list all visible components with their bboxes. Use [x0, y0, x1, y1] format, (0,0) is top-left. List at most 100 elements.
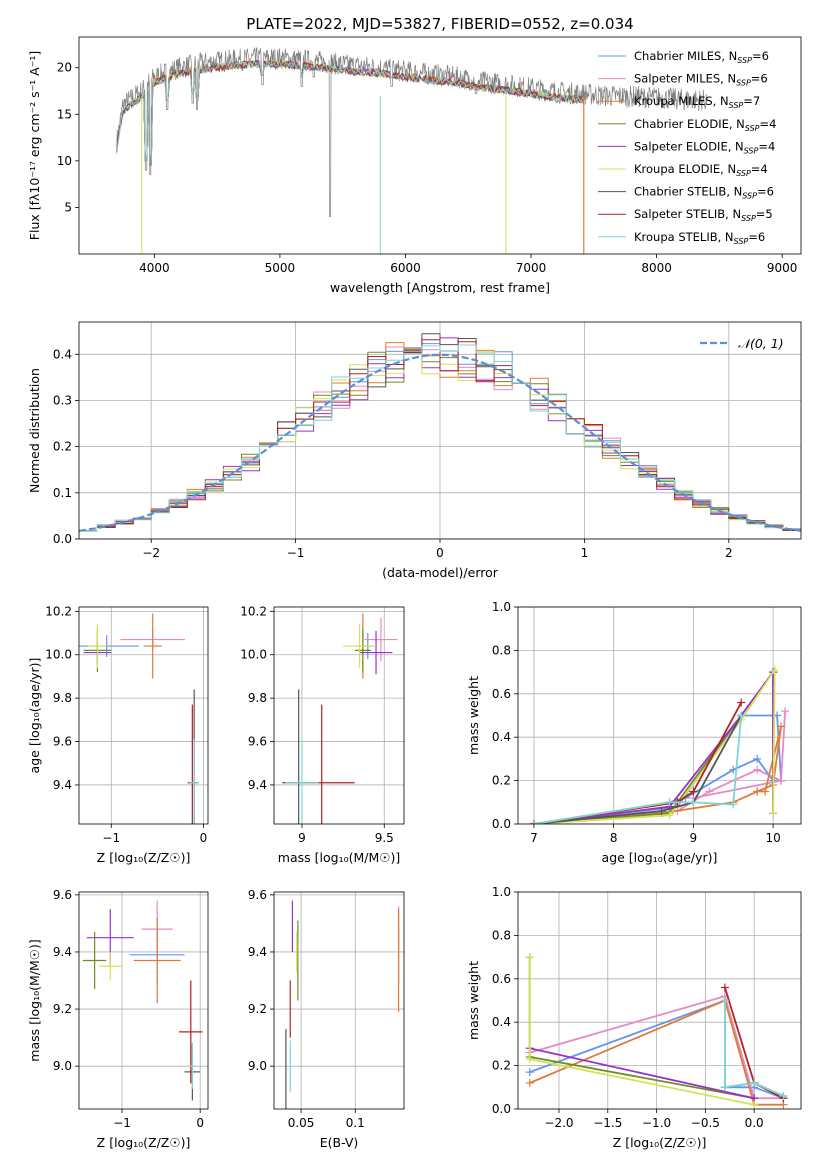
- legend-name: Kroupa STELIB, N: [634, 230, 734, 244]
- legend-label-normal: 𝒩(0, 1): [738, 336, 784, 351]
- legend-name: Salpeter MILES, N: [634, 72, 736, 86]
- y-tick-label: 0.4: [492, 1015, 511, 1029]
- axes-frame: [273, 891, 405, 1110]
- panel-age_vs_mass: 9 9.5 9.4 9.6 9.8 10.0 10.2 mass [log₁₀(M/M☉)]: [240, 604, 405, 865]
- legend-label-7: Salpeter STELIB, NSSP=5: [634, 207, 773, 223]
- y-tick-label: 1.0: [492, 885, 511, 899]
- x-tick-label: 6000: [390, 261, 421, 275]
- weight-marker: [769, 809, 778, 818]
- axes-frame: [78, 36, 802, 255]
- plot-area-age_vs_Z: [79, 607, 208, 824]
- x-tick-label: −1: [287, 546, 305, 560]
- x-tick-label: 0.1: [346, 1116, 365, 1130]
- x-tick-label: 0.0: [745, 1116, 764, 1130]
- legend-name: Chabrier ELODIE, N: [634, 117, 745, 131]
- weight-marker: [753, 787, 762, 796]
- y-tick-label: 0.0: [492, 1102, 511, 1116]
- legend-label-4: Salpeter ELODIE, NSSP=4: [634, 139, 775, 155]
- panels: 4000 5000 6000 7000 8000 90005101520wavelengt…: [27, 36, 802, 1150]
- y-tick-label: 0.0: [492, 817, 511, 831]
- x-axis-label: Z [log₁₀(Z/Z☉)]: [97, 1135, 191, 1150]
- x-tick-label: −1: [113, 1116, 131, 1130]
- x-tick-label: 0: [436, 546, 444, 560]
- x-tick-label: 0: [200, 831, 208, 845]
- weight-marker: [779, 1091, 788, 1100]
- weight-marker: [777, 722, 786, 731]
- y-tick-label: 5: [64, 200, 72, 214]
- axes-frame: [78, 321, 802, 540]
- legend-label-1: Salpeter MILES, NSSP=6: [634, 72, 768, 88]
- x-axis-label: Z [log₁₀(Z/Z☉)]: [97, 850, 191, 865]
- y-tick-label: 0.6: [492, 687, 511, 701]
- legend-count: =4: [760, 117, 777, 131]
- plot-area-mass_vs_EBV: [274, 892, 404, 1109]
- legend-sub: SSP: [737, 56, 752, 65]
- y-tick-label: 9.2: [248, 1002, 267, 1016]
- weight-series-8: [533, 715, 743, 824]
- x-tick-label: −1.0: [642, 1116, 671, 1130]
- y-tick-label: 0.2: [492, 1059, 511, 1073]
- weight-marker: [720, 1083, 729, 1092]
- legend-count: =6: [757, 185, 774, 199]
- weight-series-1: [529, 995, 784, 1100]
- plot-area-mass_vs_Z: [79, 892, 208, 1109]
- x-tick-label: 1: [581, 546, 589, 560]
- y-tick-label: 9.4: [53, 778, 72, 792]
- plot-area-spectrum: [116, 47, 708, 254]
- weight-marker: [729, 800, 738, 809]
- legend-count: =4: [751, 162, 768, 176]
- y-axis-label: Flux [fλ10⁻¹⁷ erg cm⁻² s⁻¹ A⁻¹]: [27, 51, 42, 240]
- x-tick-label: 9.5: [375, 831, 394, 845]
- y-tick-label: 9.4: [53, 945, 72, 959]
- y-axis-label: age [log₁₀(age/yr)]: [27, 658, 42, 774]
- legend-count: =7: [743, 94, 760, 108]
- y-tick-label: 0.2: [492, 774, 511, 788]
- x-tick-label: 7000: [516, 261, 547, 275]
- x-tick-label: 9: [298, 831, 306, 845]
- model-spectrum-3: [116, 59, 584, 166]
- x-tick-label: 2: [725, 546, 733, 560]
- legend-label-5: Kroupa ELODIE, NSSP=4: [634, 162, 768, 178]
- weight-marker: [737, 698, 746, 707]
- x-tick-label: 8: [610, 831, 618, 845]
- y-tick-label: 20: [57, 61, 72, 75]
- legend-sub: SSP: [742, 192, 757, 201]
- y-tick-label: 0.6: [492, 972, 511, 986]
- legend-name: Kroupa MILES, N: [634, 94, 729, 108]
- y-tick-label: 9.6: [53, 735, 72, 749]
- x-axis-label: wavelength [Angstrom, rest frame]: [330, 280, 550, 295]
- y-tick-label: 0.8: [492, 643, 511, 657]
- y-axis-label: mass weight: [466, 676, 481, 755]
- x-tick-label: 7: [530, 831, 538, 845]
- y-axis-label: mass weight: [466, 961, 481, 1040]
- legend-label-3: Chabrier ELODIE, NSSP=4: [634, 117, 776, 133]
- weight-series-2: [529, 999, 784, 1106]
- y-tick-label: 15: [57, 107, 72, 121]
- panel-age_vs_Z: −1 0 9.4 9.6 9.8 10.0 10.2 Z [log₁₀(Z/Z☉)] age […: [27, 604, 209, 865]
- model-spectrum-0: [116, 59, 584, 166]
- x-tick-label: −2.0: [544, 1116, 573, 1130]
- plot-area-weight_vs_Z: [518, 892, 801, 1109]
- legend-label-0: Chabrier MILES, NSSP=6: [634, 49, 769, 65]
- legend-sub: SSP: [744, 146, 759, 155]
- histogram-7: [79, 339, 801, 539]
- x-axis-label: E(B-V): [320, 1135, 359, 1150]
- model-spectrum-5: [116, 59, 585, 166]
- model-spectrum-1: [116, 58, 585, 166]
- axes-frame: [273, 606, 405, 825]
- observed-spectrum: [116, 47, 708, 218]
- panel-mass_vs_Z: −1 0 9.0 9.2 9.4 9.6 Z [log₁₀(Z/Z☉)] mass [log₁…: [27, 888, 209, 1150]
- model-spectrum-4: [116, 59, 585, 166]
- weight-marker: [737, 711, 746, 720]
- weight-series-4: [529, 1047, 755, 1100]
- x-tick-label: −0.5: [691, 1116, 720, 1130]
- legend-sub: SSP: [745, 124, 760, 133]
- model-spectrum-7: [116, 59, 585, 166]
- x-tick-label: −1.5: [593, 1116, 622, 1130]
- panel-weight_vs_age: 7 8 9 10 0.0 0.2 0.4 0.6 0.8 1.0 age [log₁₀(age/yr…: [466, 600, 802, 865]
- weight-marker: [750, 1100, 759, 1109]
- weight-marker: [525, 1078, 534, 1087]
- legend-count: =5: [756, 207, 773, 221]
